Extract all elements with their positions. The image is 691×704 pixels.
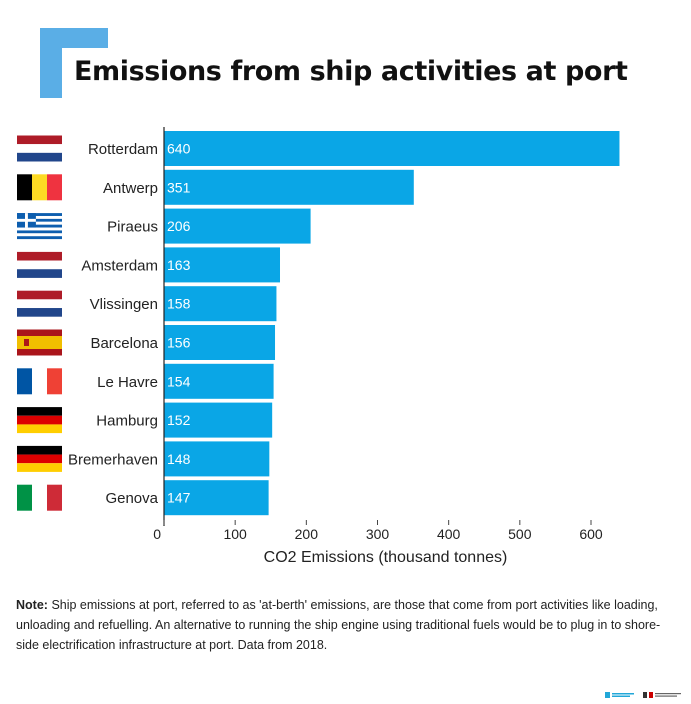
germany-flag-icon (17, 445, 62, 472)
bar (164, 441, 270, 477)
category-label: Amsterdam (81, 257, 158, 274)
category-label: Bremerhaven (68, 451, 158, 468)
x-tick-label: 300 (366, 526, 390, 542)
x-tick-label: 0 (153, 526, 161, 542)
bar (164, 480, 269, 516)
chart-title: Emissions from ship activities at port (74, 56, 628, 87)
data-label: 152 (167, 412, 191, 428)
spain-flag-icon (17, 329, 62, 356)
x-tick-label: 500 (508, 526, 532, 542)
category-label: Vlissingen (90, 296, 158, 313)
data-label: 640 (167, 141, 191, 157)
bar (164, 363, 274, 399)
netherlands-flag-icon (17, 135, 62, 162)
bar (164, 402, 273, 438)
data-label: 163 (167, 257, 191, 273)
chart-note: Note: Ship emissions at port, referred t… (16, 595, 676, 655)
data-label: 156 (167, 335, 191, 351)
x-tick-label: 200 (295, 526, 319, 542)
netherlands-flag-icon (17, 251, 62, 278)
category-label: Le Havre (97, 374, 158, 391)
italy-flag-icon (17, 484, 62, 511)
france-flag-icon (17, 368, 62, 395)
germany-flag-icon (17, 407, 62, 434)
greece-flag-icon (17, 213, 62, 240)
data-label: 154 (167, 373, 191, 389)
bar (164, 208, 311, 244)
note-label: Note: (16, 598, 48, 612)
bar (164, 286, 277, 322)
corner-bracket-logo (40, 28, 108, 98)
data-label: 351 (167, 179, 191, 195)
category-label: Antwerp (103, 180, 158, 197)
partner-logo (643, 691, 682, 698)
category-label: Genova (105, 490, 158, 507)
netherlands-flag-icon (17, 290, 62, 317)
bar (164, 325, 276, 360)
category-label: Rotterdam (88, 141, 158, 158)
x-axis-title: CO2 Emissions (thousand tonnes) (264, 549, 508, 566)
bar (164, 169, 414, 205)
transport-environment-logo (605, 691, 634, 698)
belgium-flag-icon (17, 174, 62, 201)
bar-chart: 640 Rotterdam 351 Antwerp 206 Piraeus 163 Amste… (17, 127, 620, 566)
category-label: Hamburg (96, 413, 158, 430)
x-tick-label: 100 (223, 526, 247, 542)
x-tick-label: 400 (437, 526, 461, 542)
bar (164, 247, 281, 283)
bar (164, 131, 620, 166)
data-label: 158 (167, 296, 191, 312)
data-label: 206 (167, 218, 191, 234)
x-tick-label: 600 (579, 526, 603, 542)
category-label: Barcelona (90, 335, 158, 352)
data-label: 148 (167, 451, 191, 467)
footer-logos (605, 686, 683, 704)
data-label: 147 (167, 490, 191, 506)
category-label: Piraeus (107, 219, 158, 236)
note-text: Ship emissions at port, referred to as '… (16, 598, 661, 652)
